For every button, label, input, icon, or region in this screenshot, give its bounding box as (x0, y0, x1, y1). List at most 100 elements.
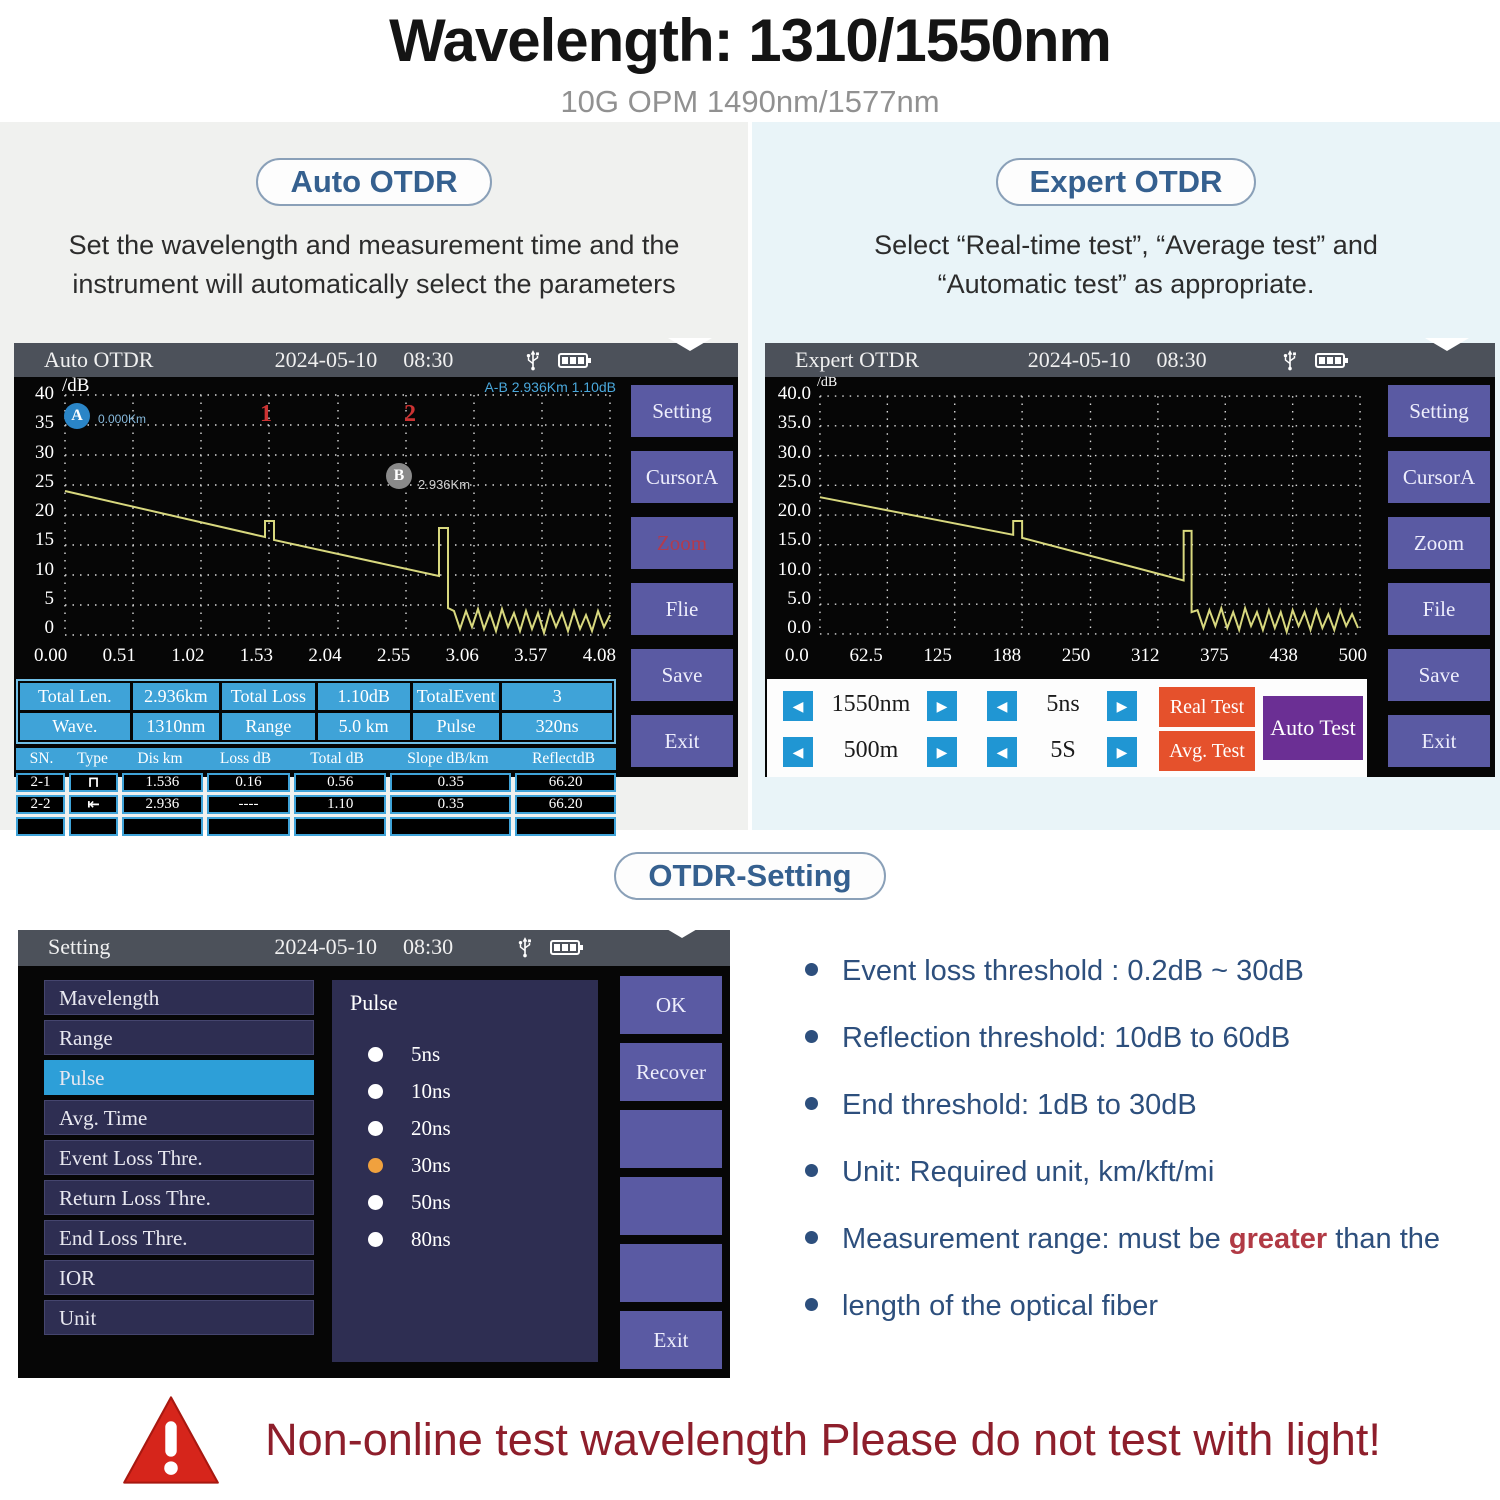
cursor-a-button[interactable]: CursorA (1388, 451, 1490, 503)
option-80ns[interactable]: 80ns (368, 1221, 451, 1258)
cursor-a-marker[interactable]: A (64, 403, 90, 429)
summary-cell: Total Loss (222, 683, 315, 710)
summary-cell: 3 (502, 683, 612, 710)
setting-button[interactable]: Setting (1388, 385, 1490, 437)
blank-button[interactable] (620, 1244, 722, 1302)
radio-icon[interactable] (368, 1232, 383, 1247)
wavelength-prev-button[interactable]: ◀ (783, 691, 813, 721)
menu-item-avg-time[interactable]: Avg. Time (44, 1100, 314, 1135)
avgtime-next-button[interactable]: ▶ (1107, 737, 1137, 767)
menu-item-unit[interactable]: Unit (44, 1300, 314, 1335)
save-button[interactable]: Save (631, 649, 733, 701)
x-axis-ticks: 0.0 62.5 125 188 250 312 375 438 500 (785, 645, 1367, 666)
option-50ns[interactable]: 50ns (368, 1184, 451, 1221)
summary-cell: 1.10dB (317, 683, 410, 710)
menu-item-pulse[interactable]: Pulse (44, 1060, 314, 1095)
save-button[interactable]: Save (1388, 649, 1490, 701)
fiber-end-event-icon: ⇤ (69, 795, 119, 814)
x-axis-ticks: 0.00 0.51 1.02 1.53 2.04 2.55 3.06 3.57 … (34, 645, 616, 666)
page-title: Wavelength: 1310/1550nm (389, 7, 1112, 74)
exit-button[interactable]: Exit (631, 715, 733, 767)
setting-screen-body: Mavelength Range Pulse Avg. Time Event L… (18, 966, 730, 1378)
avgtime-prev-button[interactable]: ◀ (987, 737, 1017, 767)
status-icons (516, 935, 583, 959)
wavelength-value: 1550nm (831, 691, 911, 717)
events-table-header: SN. Type Dis km Loss dB Total dB Slope d… (16, 748, 616, 770)
expert-otdr-screen: Expert OTDR 2024-05-10 08:30 (765, 338, 1495, 777)
option-10ns[interactable]: 10ns (368, 1073, 451, 1110)
ok-button[interactable]: OK (620, 976, 722, 1034)
auto-otdr-description: Set the wavelength and measurement time … (68, 230, 680, 300)
setting-spec-list: Event loss threshold : 0.2dB ~ 30dB Refl… (805, 952, 1485, 1354)
summary-cell: 1310nm (132, 713, 220, 740)
auto-otdr-panel: Auto OTDR Set the wavelength and measure… (0, 122, 748, 836)
status-icons (1281, 348, 1348, 372)
real-test-button[interactable]: Real Test (1159, 687, 1255, 727)
cursor-a-button[interactable]: CursorA (631, 451, 733, 503)
zoom-button[interactable]: Zoom (1388, 517, 1490, 569)
auto-sidebar: Setting CursorA Zoom Flie Save Exit (628, 385, 736, 781)
cursor-a-distance: 0.000Km (98, 412, 147, 426)
range-prev-button[interactable]: ◀ (783, 737, 813, 767)
recover-button[interactable]: Recover (620, 1043, 722, 1101)
bullet-icon (805, 1231, 818, 1244)
radio-icon[interactable] (368, 1084, 383, 1099)
expert-titlebar: Expert OTDR 2024-05-10 08:30 (765, 338, 1495, 377)
bullet-icon (805, 1030, 818, 1043)
bullet-icon (805, 963, 818, 976)
menu-item-end-loss[interactable]: End Loss Thre. (44, 1220, 314, 1255)
otdr-setting-badge: OTDR-Setting (614, 852, 886, 900)
radio-selected-icon[interactable] (368, 1158, 383, 1173)
pulse-next-button[interactable]: ▶ (1107, 691, 1137, 721)
pulse-prev-button[interactable]: ◀ (987, 691, 1017, 721)
auto-results: Total Len. 2.936km Total Loss 1.10dB Tot… (16, 679, 616, 836)
dropdown-arrow-icon[interactable] (660, 925, 704, 956)
option-30ns-selected[interactable]: 30ns (368, 1147, 451, 1184)
usb-icon (1283, 350, 1296, 371)
radio-icon[interactable] (368, 1047, 383, 1062)
list-item: Measurement range: must be greater than … (805, 1220, 1485, 1260)
warning-banner: Non-online test wavelength Please do not… (0, 1392, 1500, 1488)
menu-item-event-loss[interactable]: Event Loss Thre. (44, 1140, 314, 1175)
menu-item-range[interactable]: Range (44, 1020, 314, 1055)
ab-readout: A-B 2.936Km 1.10dB (484, 379, 616, 395)
usb-icon (518, 937, 531, 958)
y-axis-ticks: 40.0 35.0 30.0 25.0 20.0 15.0 10.0 5.0 0… (777, 383, 811, 638)
menu-item-wavelength[interactable]: Mavelength (44, 980, 314, 1015)
option-20ns[interactable]: 20ns (368, 1110, 451, 1147)
auto-screen-body: /dB A-B 2.936Km 1.10dB 40 35 30 25 20 15… (14, 375, 738, 836)
warning-triangle-icon (123, 1396, 219, 1484)
range-value: 500m (843, 737, 899, 763)
zoom-button[interactable]: Zoom (631, 517, 733, 569)
y-axis-ticks: 40 35 30 25 20 15 10 5 0 (35, 383, 54, 638)
expert-trace-plot (819, 395, 1361, 636)
radio-icon[interactable] (368, 1121, 383, 1136)
avg-test-button[interactable]: Avg. Test (1159, 731, 1255, 771)
radio-icon[interactable] (368, 1195, 383, 1210)
file-button[interactable]: File (1388, 583, 1490, 635)
exit-button[interactable]: Exit (1388, 715, 1490, 767)
wavelength-next-button[interactable]: ▶ (927, 691, 957, 721)
exit-button[interactable]: Exit (620, 1311, 722, 1369)
summary-cell: TotalEvent (412, 683, 500, 710)
auto-test-button[interactable]: Auto Test (1263, 696, 1363, 760)
dropdown-arrow-icon[interactable] (1425, 338, 1469, 369)
expert-otdr-panel: Expert OTDR Select “Real-time test”, “Av… (752, 122, 1500, 830)
menu-item-ior[interactable]: IOR (44, 1260, 314, 1295)
summary-table: Total Len. 2.936km Total Loss 1.10dB Tot… (16, 679, 616, 744)
menu-item-return-loss[interactable]: Return Loss Thre. (44, 1180, 314, 1215)
cursor-b-marker[interactable]: B (386, 463, 412, 489)
screen-title: Auto OTDR (44, 347, 154, 372)
event-row[interactable]: 2-2 ⇤ 2.936 ---- 1.10 0.35 66.20 (16, 795, 616, 814)
setting-button[interactable]: Setting (631, 385, 733, 437)
event-row[interactable]: 2-1 ⊓ 1.536 0.16 0.56 0.35 66.20 (16, 773, 616, 792)
dropdown-arrow-icon[interactable] (668, 338, 712, 369)
blank-button[interactable] (620, 1177, 722, 1235)
datetime: 2024-05-10 08:30 (1028, 347, 1207, 373)
range-next-button[interactable]: ▶ (927, 737, 957, 767)
summary-cell: Wave. (20, 713, 130, 740)
blank-button[interactable] (620, 1110, 722, 1168)
option-5ns[interactable]: 5ns (368, 1036, 451, 1073)
file-button[interactable]: Flie (631, 583, 733, 635)
cursor-b-distance: 2.936Km (418, 477, 471, 492)
